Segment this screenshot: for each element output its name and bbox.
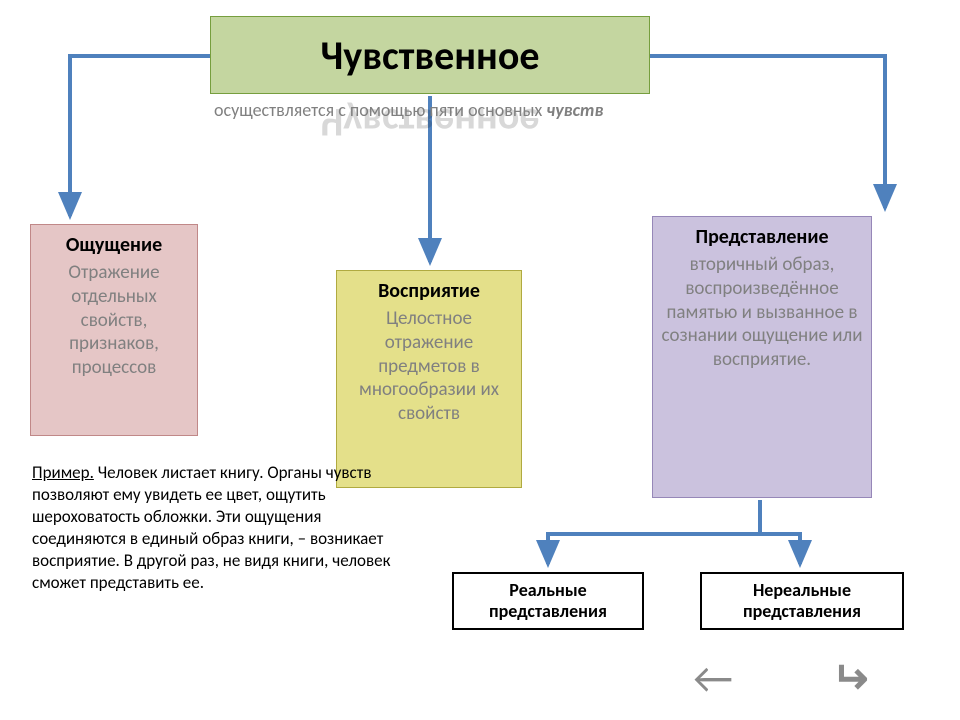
subchild-box-unreal: Нереальные представления bbox=[700, 572, 904, 630]
connector-rep-left bbox=[548, 500, 760, 564]
child-title-perception: Восприятие bbox=[343, 279, 515, 303]
child-box-perception: Восприятие Целостное отражение предметов … bbox=[336, 270, 522, 488]
connector-rep-right bbox=[760, 500, 800, 564]
connector-main-left bbox=[70, 56, 210, 216]
main-title: Чувственное bbox=[217, 31, 643, 80]
nav-back-icon[interactable]: ← bbox=[678, 658, 748, 698]
child-title-representation: Представление bbox=[659, 225, 865, 249]
child-box-representation: Представление вторичный образ, воспроизве… bbox=[652, 216, 872, 498]
child-title-sensation: Ощущение bbox=[37, 233, 191, 257]
child-body-sensation: Отражение отдельных свойств, признаков, … bbox=[37, 261, 191, 380]
nav-return-icon[interactable]: ↵ bbox=[810, 658, 890, 698]
main-title-box: Чувственное bbox=[210, 16, 650, 94]
subchild-box-real: Реальные представления bbox=[452, 572, 644, 630]
child-body-perception: Целостное отражение предметов в многообр… bbox=[343, 307, 515, 426]
connector-main-right bbox=[650, 56, 885, 208]
subtitle-prefix: осуществляется с помощью пяти основных bbox=[214, 99, 542, 121]
example-text: Пример. Человек листает книгу. Органы чу… bbox=[32, 462, 402, 595]
child-box-sensation: Ощущение Отражение отдельных свойств, при… bbox=[30, 224, 198, 436]
main-subtitle: осуществляется с помощью пяти основных ч… bbox=[214, 100, 650, 122]
subtitle-em: чувств bbox=[546, 99, 603, 121]
example-label: Пример. bbox=[32, 462, 94, 483]
child-body-representation: вторичный образ, воспроизведённое память… bbox=[659, 253, 865, 372]
